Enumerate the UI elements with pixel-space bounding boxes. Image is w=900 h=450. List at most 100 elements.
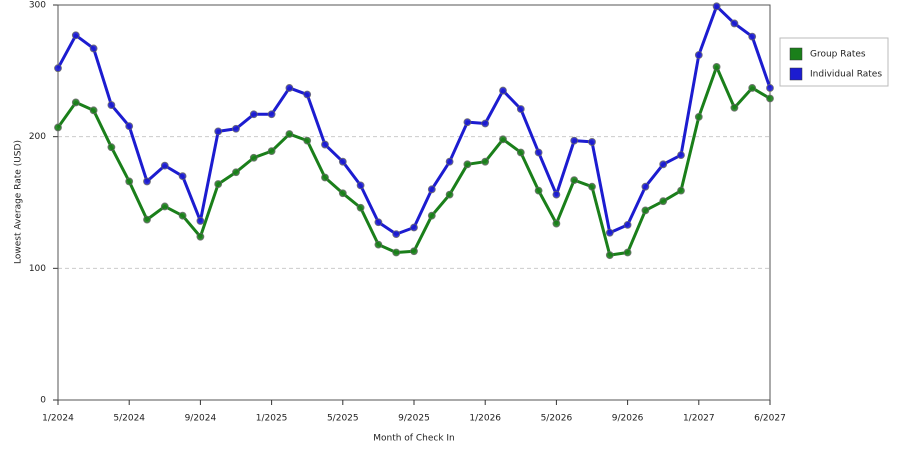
data-point (232, 168, 240, 177)
data-point (249, 153, 258, 162)
data-point (659, 160, 668, 169)
data-point (570, 136, 579, 145)
data-point (267, 147, 276, 156)
data-point (267, 110, 276, 119)
data-point (499, 135, 507, 144)
legend-label: Group Rates (810, 50, 866, 60)
data-point (214, 180, 223, 188)
data-point (552, 219, 561, 228)
data-point (160, 161, 169, 170)
data-point (766, 84, 774, 92)
y-tick-label: 200 (29, 132, 46, 142)
data-point (89, 44, 98, 53)
data-point (588, 138, 596, 146)
data-point (570, 176, 579, 185)
data-point (356, 181, 365, 190)
data-point (338, 157, 347, 166)
data-point (214, 127, 223, 136)
data-point (481, 157, 490, 166)
data-point (730, 19, 739, 28)
data-point (659, 197, 668, 206)
x-tick-label: 1/2025 (256, 414, 288, 424)
data-point (463, 160, 472, 169)
data-point (641, 182, 650, 191)
data-point (694, 51, 703, 59)
data-point (143, 215, 151, 224)
data-point (730, 103, 739, 112)
x-tick-label: 1/2026 (469, 414, 501, 424)
data-point (623, 248, 632, 257)
data-point (499, 86, 507, 95)
data-point (445, 157, 454, 166)
data-point (623, 220, 632, 229)
data-point (748, 84, 757, 92)
x-tick-label: 9/2025 (398, 414, 430, 424)
data-point (463, 118, 472, 127)
data-point (285, 84, 294, 92)
data-point (321, 140, 329, 149)
data-point (677, 151, 685, 160)
data-point (374, 240, 383, 249)
legend-swatch (789, 67, 803, 81)
data-point (107, 101, 116, 109)
y-axis-label: Lowest Average Rate (USD) (14, 140, 24, 264)
x-tick-label: 1/2027 (683, 414, 715, 424)
x-tick-label: 9/2026 (612, 414, 644, 424)
data-point (71, 98, 80, 107)
data-point (392, 248, 401, 257)
data-point (160, 202, 169, 211)
data-point (178, 172, 187, 181)
data-point (427, 185, 436, 194)
data-point (392, 230, 401, 239)
data-point (694, 113, 703, 121)
data-point (445, 190, 454, 199)
data-point (303, 90, 312, 99)
data-point (410, 247, 418, 256)
data-point (374, 218, 383, 227)
data-point (605, 228, 614, 237)
data-point (534, 186, 543, 195)
y-tick-label: 300 (29, 1, 46, 11)
data-point (481, 119, 490, 128)
data-point (54, 123, 62, 132)
data-point (196, 217, 205, 225)
data-point (143, 177, 151, 186)
data-point (712, 2, 721, 11)
data-point (588, 182, 596, 191)
data-point (605, 251, 614, 260)
data-point (748, 32, 757, 41)
data-point (552, 190, 561, 199)
legend-label: Individual Rates (810, 70, 882, 80)
data-point (766, 94, 774, 103)
data-point (107, 143, 116, 152)
data-point (89, 106, 98, 115)
data-point (534, 148, 543, 157)
data-point (249, 110, 258, 119)
data-point (677, 186, 685, 195)
y-tick-label: 0 (40, 396, 46, 406)
data-point (71, 31, 80, 40)
data-point (356, 203, 365, 212)
data-point (321, 173, 329, 182)
data-point (232, 124, 240, 133)
data-point (303, 136, 312, 145)
data-point (516, 148, 525, 157)
x-axis-label: Month of Check In (373, 434, 455, 444)
data-point (178, 211, 187, 220)
x-tick-label: 5/2026 (541, 414, 573, 424)
data-point (196, 232, 205, 241)
x-tick-label: 6/2027 (754, 414, 786, 424)
data-point (54, 64, 62, 73)
x-tick-label: 5/2024 (113, 414, 145, 424)
data-point (285, 130, 294, 138)
data-point (410, 223, 418, 232)
x-tick-label: 5/2025 (327, 414, 359, 424)
data-point (125, 122, 134, 131)
x-tick-label: 1/2024 (42, 414, 74, 424)
data-point (427, 211, 436, 220)
y-tick-label: 100 (29, 264, 46, 274)
data-point (125, 177, 134, 186)
data-point (338, 189, 347, 198)
data-point (712, 62, 721, 71)
